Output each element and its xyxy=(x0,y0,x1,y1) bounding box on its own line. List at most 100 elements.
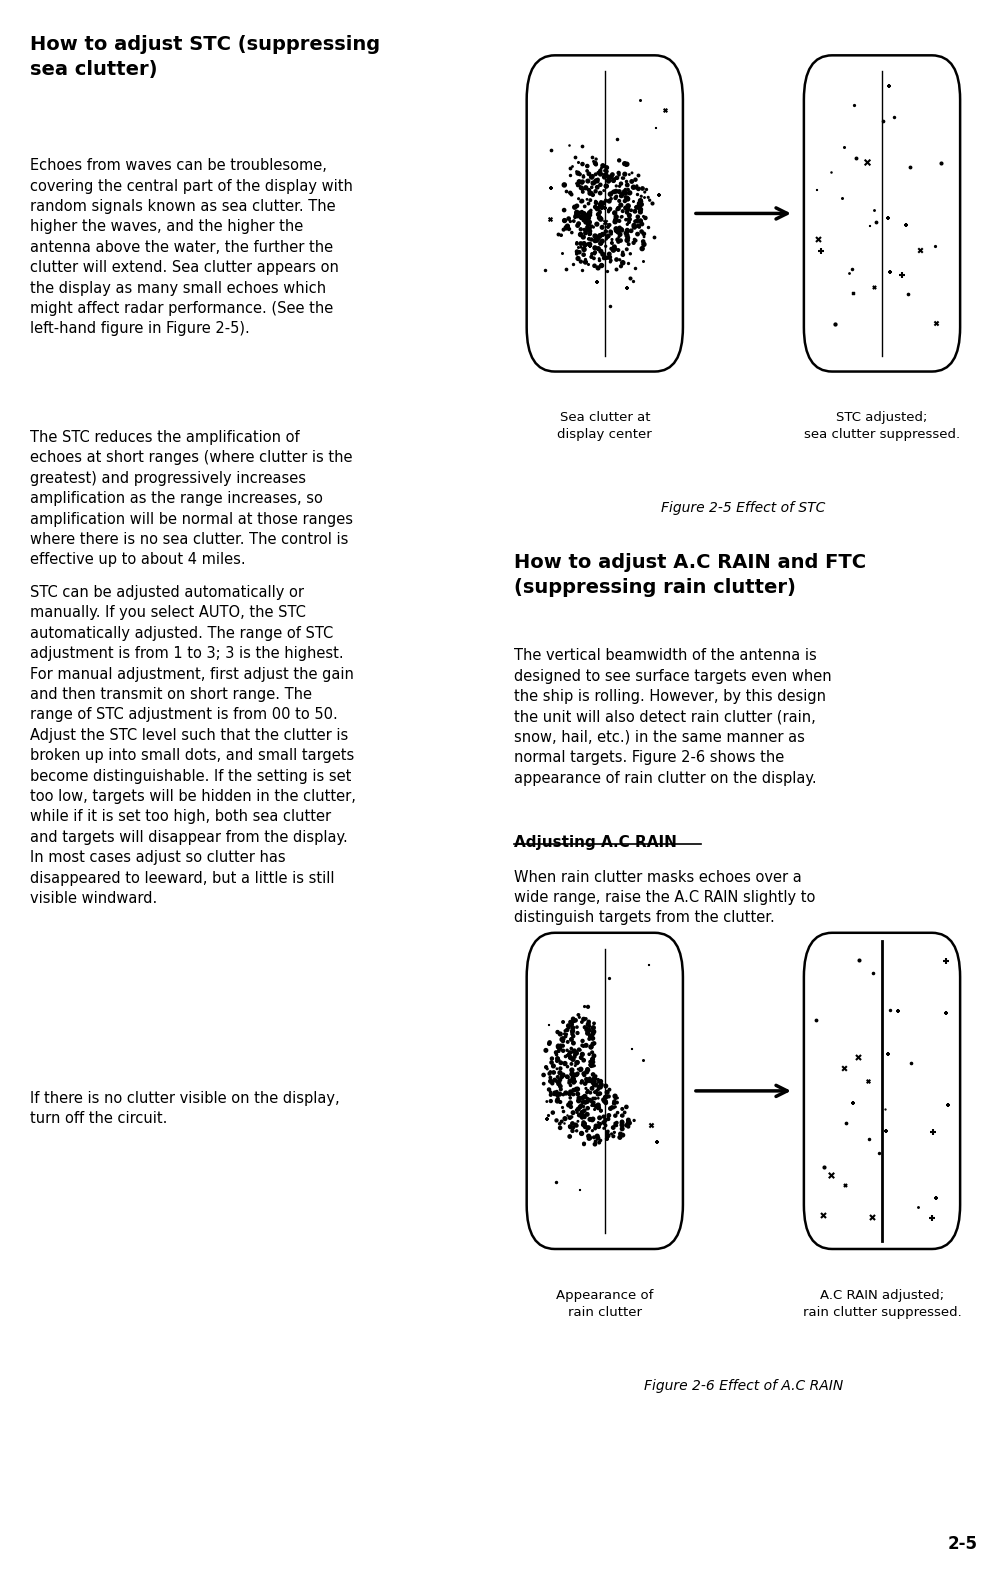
Point xyxy=(837,1172,853,1197)
Point xyxy=(572,1004,588,1029)
Point xyxy=(597,209,613,234)
Point xyxy=(571,187,587,212)
Point xyxy=(557,1024,574,1050)
Point xyxy=(599,226,615,251)
Point xyxy=(615,250,631,275)
Point xyxy=(613,1104,629,1129)
Point xyxy=(601,188,617,213)
Point xyxy=(924,1119,940,1145)
Point xyxy=(564,1064,581,1089)
Point xyxy=(591,1069,607,1094)
Point xyxy=(591,1096,607,1121)
Point xyxy=(597,194,613,220)
Point xyxy=(549,1056,565,1081)
Point xyxy=(562,180,579,206)
Point xyxy=(632,194,648,220)
Point xyxy=(586,1010,602,1036)
Point xyxy=(597,164,613,190)
Point xyxy=(620,1111,636,1137)
Point xyxy=(585,1031,601,1056)
Point xyxy=(564,1018,581,1043)
Point xyxy=(630,213,646,239)
Point xyxy=(629,174,645,199)
Point xyxy=(587,1080,603,1105)
Point xyxy=(572,161,588,187)
Point xyxy=(572,240,588,266)
Point xyxy=(585,171,601,196)
Point xyxy=(593,161,609,187)
Point xyxy=(617,161,633,187)
Point xyxy=(617,194,633,220)
Point xyxy=(868,209,884,234)
Point xyxy=(580,153,596,179)
Text: The STC reduces the amplification of
echoes at short ranges (where clutter is th: The STC reduces the amplification of ech… xyxy=(30,430,353,568)
Point xyxy=(542,1066,558,1091)
Point xyxy=(545,1053,561,1078)
Point xyxy=(596,245,612,270)
Point xyxy=(573,217,589,242)
Point xyxy=(553,1108,570,1134)
Point xyxy=(569,1118,585,1143)
Point xyxy=(596,179,612,204)
Point xyxy=(640,213,656,239)
Point xyxy=(841,261,857,286)
Point xyxy=(573,1058,589,1083)
Point xyxy=(903,1050,919,1075)
Point xyxy=(552,1067,569,1092)
Text: The vertical beamwidth of the antenna is
designed to see surface targets even wh: The vertical beamwidth of the antenna is… xyxy=(514,648,832,786)
Point xyxy=(602,250,618,275)
Text: How to adjust STC (suppressing
sea clutter): How to adjust STC (suppressing sea clutt… xyxy=(30,35,380,79)
Point xyxy=(564,1015,581,1040)
Point xyxy=(621,1110,637,1135)
Point xyxy=(564,1111,581,1137)
Point xyxy=(581,226,597,251)
Point xyxy=(580,1021,596,1047)
Point xyxy=(845,280,861,305)
Point xyxy=(582,1013,598,1039)
Point xyxy=(600,1123,616,1148)
Point xyxy=(558,215,575,240)
Point xyxy=(562,1072,579,1097)
Point xyxy=(619,199,635,225)
Point xyxy=(573,248,589,274)
Point xyxy=(609,196,625,221)
Point xyxy=(596,1088,612,1113)
Point xyxy=(571,150,587,175)
Point xyxy=(579,1015,595,1040)
Point xyxy=(574,1105,590,1130)
Point xyxy=(565,1081,582,1107)
Point xyxy=(617,152,633,177)
Point xyxy=(614,1113,630,1138)
Point xyxy=(632,188,648,213)
Point xyxy=(565,1067,582,1092)
Point xyxy=(629,182,645,207)
Point xyxy=(568,1077,584,1102)
Point xyxy=(552,1077,569,1102)
Point xyxy=(859,150,875,175)
Point xyxy=(592,206,608,231)
Point xyxy=(582,218,598,243)
Point xyxy=(615,1123,631,1148)
Point xyxy=(580,202,596,228)
Point xyxy=(562,1009,579,1034)
Point xyxy=(637,180,653,206)
Point xyxy=(620,1107,636,1132)
Point xyxy=(585,1086,601,1111)
Point xyxy=(619,152,635,177)
Point xyxy=(588,1066,604,1091)
Point xyxy=(561,1040,578,1066)
Point xyxy=(549,1047,565,1072)
Point xyxy=(549,1069,565,1094)
Point xyxy=(626,1108,642,1134)
Point xyxy=(610,229,626,255)
Point xyxy=(538,1089,554,1115)
Point xyxy=(554,1099,571,1124)
Point xyxy=(618,1113,634,1138)
Point xyxy=(607,209,623,234)
Point xyxy=(580,1069,596,1094)
Point xyxy=(570,1108,586,1134)
Point xyxy=(581,177,597,202)
Point xyxy=(580,251,596,277)
Point xyxy=(579,1089,595,1115)
Point xyxy=(810,226,827,251)
